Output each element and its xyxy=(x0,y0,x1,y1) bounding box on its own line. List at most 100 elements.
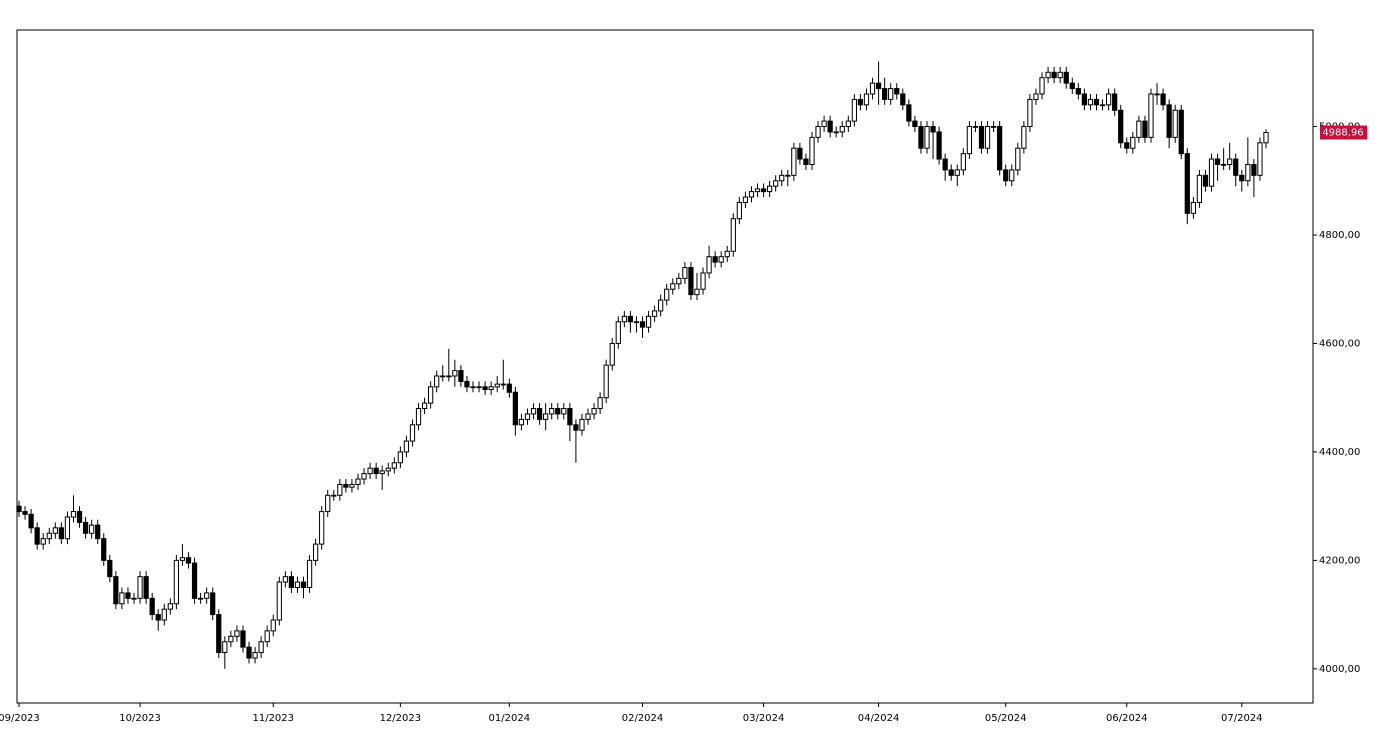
candle-body xyxy=(1033,93,1039,100)
candle-body xyxy=(966,126,973,155)
candle-body xyxy=(52,527,58,534)
x-tick-label: 07/2024 xyxy=(1221,713,1263,724)
candle-body xyxy=(234,630,240,637)
candle-body xyxy=(258,641,264,654)
candle-body xyxy=(857,98,864,106)
candle-body xyxy=(930,126,936,133)
candle-body xyxy=(191,562,198,599)
candle-body xyxy=(210,592,216,616)
candle-body xyxy=(863,93,870,106)
candle-body xyxy=(155,614,161,621)
candle-body xyxy=(500,383,506,386)
candle-body xyxy=(833,131,839,134)
candle-body xyxy=(736,201,742,220)
candle-body xyxy=(972,126,979,128)
candle-body xyxy=(343,483,349,488)
candle-body xyxy=(337,483,343,496)
candle-body xyxy=(179,557,186,561)
candle-body xyxy=(264,630,270,643)
candle-body xyxy=(28,513,34,529)
x-tick-label: 11/2023 xyxy=(252,713,294,724)
candle-body xyxy=(349,483,355,488)
candle-body xyxy=(1142,120,1148,138)
candle-body xyxy=(627,315,634,323)
x-tick-label: 06/2024 xyxy=(1106,713,1148,724)
candle-body xyxy=(639,321,646,328)
candle-body xyxy=(306,559,313,588)
candle-body xyxy=(1221,163,1227,166)
candle-body xyxy=(676,277,682,285)
candle-body xyxy=(779,174,785,182)
candle-body xyxy=(767,185,773,193)
candle-body xyxy=(119,592,125,605)
candle-body xyxy=(464,380,470,388)
candle-body xyxy=(809,136,815,165)
candle-body xyxy=(288,576,295,588)
candle-body xyxy=(167,603,173,610)
candle-body xyxy=(1136,120,1142,138)
candle-body xyxy=(712,256,718,263)
candle-body xyxy=(603,364,609,399)
candle-body xyxy=(1130,136,1136,149)
candle-body xyxy=(1154,93,1160,96)
candle-body xyxy=(530,408,537,415)
candle-body xyxy=(1202,174,1209,187)
candle-body xyxy=(89,524,95,534)
candle-body xyxy=(609,342,615,366)
candle-body xyxy=(960,153,966,171)
candle-body xyxy=(1015,147,1021,171)
candle-body xyxy=(95,524,101,540)
candle-body xyxy=(536,408,543,420)
candle-body xyxy=(470,386,476,389)
candle-body xyxy=(512,391,518,426)
candle-body xyxy=(125,592,131,599)
y-tick-label: 4400,00 xyxy=(1319,447,1360,458)
candle-body xyxy=(549,408,555,415)
candle-body xyxy=(137,576,143,599)
candle-body xyxy=(228,635,234,643)
candle-body xyxy=(1027,98,1033,128)
candle-body xyxy=(1239,174,1245,182)
candle-body xyxy=(791,147,797,176)
candle-body xyxy=(1039,77,1045,95)
candle-body xyxy=(839,126,845,133)
candle-body xyxy=(585,413,591,420)
candle-body xyxy=(494,383,500,388)
candle-body xyxy=(700,272,706,290)
candle-body xyxy=(222,641,228,654)
candle-body xyxy=(46,532,52,540)
candle-body xyxy=(567,408,573,426)
candle-body xyxy=(742,196,749,203)
candle-body xyxy=(1190,201,1196,214)
candle-body xyxy=(827,120,833,133)
candle-body xyxy=(246,646,252,659)
candle-body xyxy=(942,158,948,171)
candle-body xyxy=(325,494,331,513)
candle-body xyxy=(113,576,119,605)
candle-body xyxy=(149,597,155,616)
candle-body xyxy=(524,413,531,420)
candle-body xyxy=(591,408,597,415)
candle-body xyxy=(906,104,912,122)
candle-body xyxy=(282,576,288,583)
candle-body xyxy=(397,451,403,464)
candle-body xyxy=(597,397,603,410)
candle-body xyxy=(506,383,512,393)
candle-body xyxy=(40,538,46,545)
candle-body xyxy=(197,597,204,600)
candle-body xyxy=(434,375,440,388)
x-tick-label: 09/2023 xyxy=(0,713,40,724)
last-price-label: 4988,96 xyxy=(1322,128,1363,139)
candle-body xyxy=(379,470,385,475)
candle-body xyxy=(651,310,658,317)
candle-body xyxy=(16,505,22,513)
candle-body xyxy=(1196,174,1203,203)
y-tick-label: 4200,00 xyxy=(1319,555,1360,566)
candle-body xyxy=(1087,98,1094,106)
candle-body xyxy=(543,413,549,420)
candle-body xyxy=(748,191,755,198)
candle-body xyxy=(312,543,319,561)
candle-body xyxy=(754,188,761,193)
candle-body xyxy=(815,126,821,138)
candle-body xyxy=(361,473,367,480)
